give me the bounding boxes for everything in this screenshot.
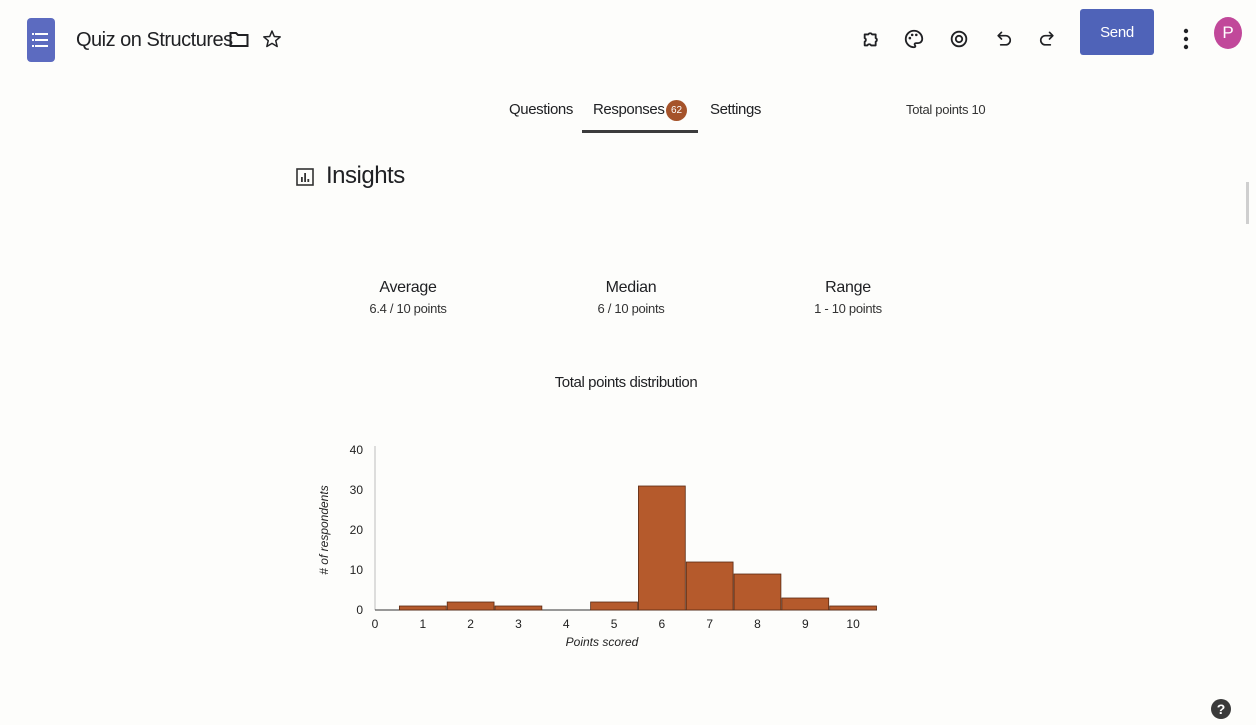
points-distribution-chart: 0 10 20 30 40 0 1 2 3 4 5 6 7 8 9 10 Points scored # of r…: [317, 443, 877, 649]
scrollbar-thumb[interactable]: [1246, 182, 1249, 224]
avatar[interactable]: P: [1214, 17, 1242, 49]
more-options-icon[interactable]: [1171, 24, 1201, 54]
x-tick-label: 8: [754, 617, 761, 631]
x-tick-label: 5: [611, 617, 618, 631]
x-tick-label: 4: [563, 617, 570, 631]
y-tick-label: 30: [350, 483, 364, 497]
stat-range-value: 1 - 10 points: [814, 301, 882, 316]
send-button[interactable]: Send: [1080, 9, 1154, 55]
stat-median: Median 6 / 10 points: [561, 279, 701, 316]
histogram-bar: [494, 605, 543, 611]
y-tick-label: 0: [356, 603, 363, 617]
chart-title: Total points distribution: [554, 374, 698, 391]
stat-range: Range 1 - 10 points: [778, 279, 918, 316]
y-tick-label: 20: [350, 523, 364, 537]
undo-icon[interactable]: [989, 24, 1019, 54]
tab-questions[interactable]: Questions: [509, 101, 573, 118]
star-icon[interactable]: [257, 24, 287, 54]
x-tick-label: 6: [659, 617, 666, 631]
x-tick-label: 9: [802, 617, 809, 631]
forms-logo-icon[interactable]: [27, 18, 55, 62]
top-bar: Quiz on Structures Send P: [0, 0, 1256, 80]
histogram-bar: [446, 601, 495, 611]
stat-average-value: 6.4 / 10 points: [369, 301, 447, 316]
preview-eye-icon[interactable]: [944, 24, 974, 54]
redo-icon[interactable]: [1032, 24, 1062, 54]
palette-icon[interactable]: [899, 24, 929, 54]
histogram-bar: [733, 573, 782, 611]
help-icon[interactable]: ?: [1210, 698, 1232, 720]
y-tick-label: 10: [350, 563, 364, 577]
x-tick-label: 10: [846, 617, 860, 631]
x-axis-label: Points scored: [566, 635, 639, 649]
active-tab-indicator: [582, 130, 698, 133]
insights-title: Insights: [326, 162, 405, 189]
histogram-bar: [829, 605, 877, 611]
insights-chart-icon: [296, 168, 314, 191]
stat-average-label: Average: [379, 279, 437, 296]
total-points-label: Total points 10: [906, 102, 986, 117]
y-axis-label: # of respondents: [317, 485, 331, 574]
tab-responses[interactable]: Responses: [593, 101, 665, 118]
folder-icon[interactable]: [224, 24, 254, 54]
stat-range-label: Range: [825, 279, 871, 296]
histogram-bar: [398, 605, 447, 611]
tab-settings[interactable]: Settings: [710, 101, 761, 118]
x-tick-label: 0: [372, 617, 379, 631]
stat-average: Average 6.4 / 10 points: [338, 279, 478, 316]
x-tick-label: 2: [467, 617, 474, 631]
addon-puzzle-icon[interactable]: [857, 24, 887, 54]
stat-median-value: 6 / 10 points: [597, 301, 665, 316]
histogram-bar: [590, 601, 638, 611]
stat-median-label: Median: [605, 279, 657, 296]
histogram-bar: [685, 561, 734, 611]
form-title[interactable]: Quiz on Structures: [76, 29, 233, 51]
responses-count-badge: 62: [666, 100, 687, 121]
x-tick-label: 3: [515, 617, 522, 631]
x-tick-label: 7: [706, 617, 713, 631]
histogram-bar: [781, 597, 830, 611]
x-tick-label: 1: [419, 617, 426, 631]
svg-text:?: ?: [1217, 701, 1226, 717]
histogram-bar: [638, 485, 686, 611]
y-tick-label: 40: [350, 443, 364, 457]
